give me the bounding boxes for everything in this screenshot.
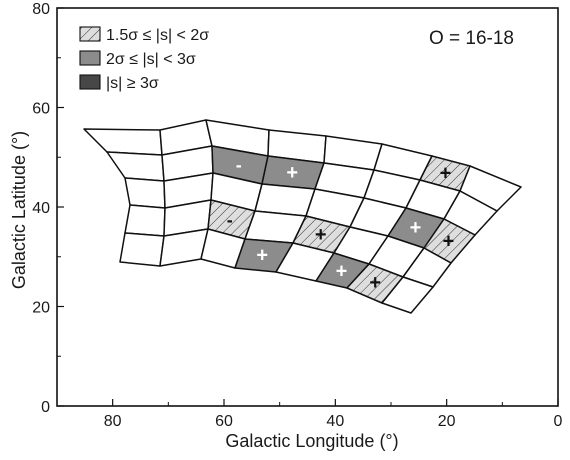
legend-label: 2σ ≤ |s| < 3σ: [106, 51, 196, 68]
axis-ticks: 80 60 40 20 0 0 20 40 60 80: [32, 1, 562, 430]
y-tick-label: 0: [41, 399, 50, 416]
cell-sign-label: -: [236, 155, 242, 175]
grid-cell: [381, 276, 434, 314]
cell-sign-label: +: [315, 224, 327, 246]
cell-sign-label: +: [256, 245, 268, 267]
legend-label: 1.5σ ≤ |s| < 2σ: [106, 27, 209, 44]
legend-swatch: [79, 26, 101, 42]
cell-sign-label: +: [410, 217, 422, 239]
x-axis-title: Galactic Longitude (°): [225, 431, 398, 451]
cell-sign-label: +: [443, 230, 455, 252]
cell-sign-label: +: [369, 272, 381, 294]
grid-cell: [106, 151, 165, 182]
hemisphere-annotation: O = 16-18: [429, 28, 514, 49]
cell-sign-label: -: [227, 210, 233, 230]
grid-cell: [124, 204, 166, 237]
x-tick-label: 20: [438, 413, 456, 430]
legend-swatch: [79, 50, 101, 66]
legend: 1.5σ ≤ |s| < 2σ 2σ ≤ |s| < 3σ |s| ≥ 3σ: [79, 26, 209, 92]
cell-sign-label: +: [336, 261, 348, 283]
grid-cells: - - + + + + + + + +: [83, 119, 522, 314]
x-tick-label: 60: [215, 413, 233, 430]
cell-sign-label: +: [286, 162, 298, 184]
y-tick-label: 20: [32, 300, 50, 317]
legend-swatch: [79, 74, 101, 90]
grid-cell: [124, 177, 166, 209]
x-tick-label: 40: [326, 413, 344, 430]
x-tick-label: 0: [554, 413, 563, 430]
x-tick-label: 80: [104, 413, 122, 430]
grid-cell: [83, 128, 163, 156]
grid-cell: [119, 232, 165, 267]
y-axis-title: Galactic Latitude (°): [9, 131, 29, 289]
y-tick-label: 60: [32, 101, 50, 118]
legend-label: |s| ≥ 3σ: [106, 75, 159, 92]
y-tick-label: 40: [32, 200, 50, 217]
cell-sign-label: +: [440, 162, 452, 184]
y-tick-label: 80: [32, 1, 50, 18]
